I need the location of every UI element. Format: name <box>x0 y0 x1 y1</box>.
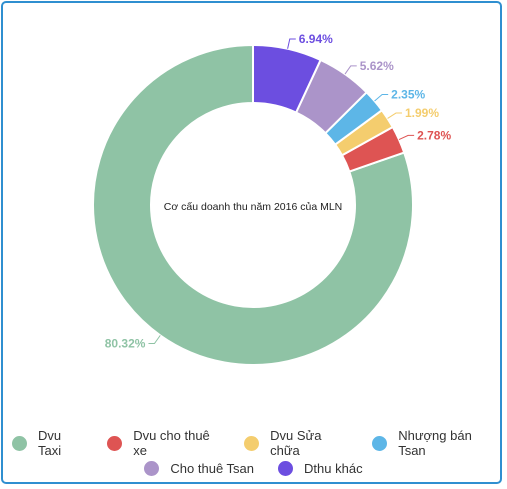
legend-label: Dvu cho thuê xe <box>133 428 210 458</box>
legend-item-nhuong-ban-tsan[interactable]: Nhượng bán Tsan <box>372 428 495 458</box>
chart-title: Cơ cấu doanh thu năm 2016 của MLN <box>164 201 343 213</box>
legend-item-dvu-taxi[interactable]: Dvu Taxi <box>12 428 83 458</box>
legend-label: Nhượng bán Tsan <box>398 428 472 458</box>
legend-swatch <box>107 435 123 451</box>
leader-lines <box>148 38 415 345</box>
leader-line-2 <box>387 112 402 119</box>
legend-item-dthu-khac[interactable]: Dthu khác <box>278 461 363 476</box>
donut-slice-0[interactable] <box>92 43 414 366</box>
legend-swatch <box>244 435 260 451</box>
value-label-2: 1.99% <box>405 106 439 120</box>
slices-layer <box>92 43 414 366</box>
legend-swatch <box>372 435 388 451</box>
leader-line-5 <box>287 38 296 49</box>
value-label-0: 80.32% <box>105 337 146 351</box>
legend-label: Dthu khác <box>304 461 363 476</box>
legend-label: Dvu Taxi <box>38 428 62 458</box>
value-label-5: 6.94% <box>299 32 333 46</box>
value-labels: 80.32% 2.78% 1.99% 2.35% 5.62% 6.94% <box>105 32 452 351</box>
legend-row-1: Dvu Taxi Dvu cho thuê xe Dvu Sửa chữa Nh… <box>0 428 507 458</box>
legend-item-dvu-sua-chua[interactable]: Dvu Sửa chữa <box>244 428 348 458</box>
legend-item-cho-thue-tsan[interactable]: Cho thuê Tsan <box>144 461 254 476</box>
leader-line-3 <box>374 93 389 102</box>
value-label-1: 2.78% <box>417 128 451 142</box>
value-label-4: 5.62% <box>360 59 394 73</box>
value-label-3: 2.35% <box>391 87 425 101</box>
legend-item-dvu-cho-thue-xe[interactable]: Dvu cho thuê xe <box>107 428 220 458</box>
legend-swatch <box>12 435 27 451</box>
legend-swatch <box>144 461 160 476</box>
leader-line-0 <box>148 335 161 345</box>
legend-row-2: Cho thuê Tsan Dthu khác <box>0 461 507 476</box>
legend-swatch <box>278 461 294 476</box>
donut-slice-5[interactable] <box>252 43 322 114</box>
leader-line-1 <box>398 134 415 140</box>
legend-label: Dvu Sửa chữa <box>270 428 322 458</box>
leader-line-4 <box>344 65 357 75</box>
legend-label: Cho thuê Tsan <box>170 461 255 476</box>
